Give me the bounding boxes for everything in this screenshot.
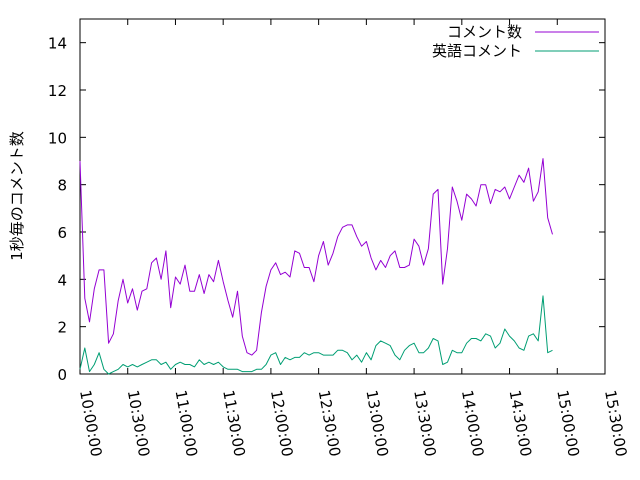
y-tick-label: 14 [48,35,67,53]
legend: コメント数 英語コメント [432,23,599,60]
plot-frame [79,18,606,375]
y-tick-label: 10 [48,129,67,147]
series-line-1 [79,295,553,375]
series-layer [79,158,553,375]
y-tick-label: 12 [48,82,67,100]
series-line-0 [79,158,553,356]
y-tick-label: 8 [57,177,67,195]
legend-label-1: 英語コメント [432,42,522,60]
x-tick-label: 14:30:00 [506,389,535,458]
x-tick-label: 13:00:00 [362,389,391,458]
y-tick-label: 0 [57,366,67,384]
legend-label-0: コメント数 [447,23,522,41]
y-tick-label: 2 [57,319,67,337]
y-tick-label: 4 [57,271,67,289]
x-tick-label: 15:00:00 [553,389,582,458]
x-tick-label: 14:00:00 [458,389,487,458]
x-tick-label: 13:30:00 [410,389,439,458]
x-tick-label: 12:00:00 [267,389,296,458]
x-tick-label: 11:00:00 [172,389,201,458]
y-axis-ticks: 0 2 4 6 8 10 12 14 [48,35,605,384]
x-tick-label: 10:00:00 [76,389,105,458]
x-tick-label: 12:30:00 [315,389,344,458]
x-tick-label: 11:30:00 [219,389,248,458]
x-axis-ticks: 10:00:00 10:30:00 11:00:00 11:30:00 12:00:00… [76,19,630,458]
y-axis-label: 1秒毎のコメント数 [8,131,26,261]
y-tick-label: 6 [57,224,67,242]
x-tick-label: 10:30:00 [124,389,153,458]
x-tick-label: 15:30:00 [601,389,630,458]
